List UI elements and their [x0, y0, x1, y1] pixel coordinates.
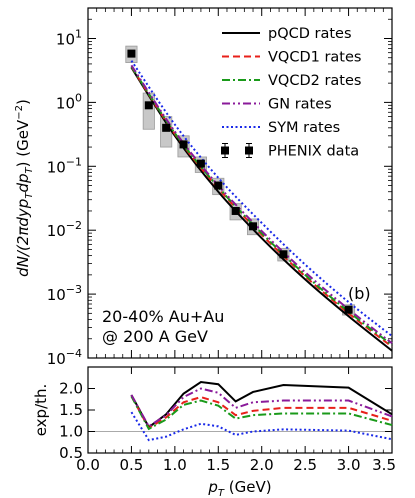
ratio-curve-1: [130, 395, 393, 430]
data-point: [196, 159, 205, 168]
x-tick-label: 0.5: [119, 456, 143, 474]
y-tick-label: 10−2: [47, 219, 82, 240]
x-tick-label: 2.5: [293, 456, 317, 474]
data-point: [127, 49, 136, 58]
main-curve-0: [130, 67, 393, 352]
legend-label: pQCD rates: [268, 26, 352, 42]
main-curve-2: [130, 65, 393, 346]
legend-label: GN rates: [268, 97, 332, 113]
ratio-panel: 0.51.01.52.0 0.0 0.5 1.0 1.5 2.0 2.5 3.0 3.5 ex…: [32, 366, 396, 498]
ratio-y-tick-label: 2.0: [59, 380, 83, 398]
ratio-curve-3: [130, 387, 393, 428]
main-panel: 101 100 10−1 10−2 10−3 10−4 20-40% Au+Au @ 20…: [14, 7, 393, 368]
y-tick-label: 100: [56, 91, 82, 112]
legend-label: VQCD2 rates: [268, 73, 361, 89]
ratio-y-axis-label: exp/th.: [32, 384, 50, 437]
x-tick-label: 1.5: [206, 456, 230, 474]
ylabel-mid: dp: [14, 174, 32, 193]
ratio-curves: [130, 381, 393, 442]
ylabel-exp: −2: [14, 105, 25, 120]
main-curve-3: [130, 64, 393, 345]
x-tick-label: 0.0: [76, 456, 100, 474]
ylabel-sub2: T: [24, 167, 35, 174]
y-tick-label: 10−3: [47, 283, 82, 304]
main-y-axis-label: dN/(2πdypTdpT) (GeV−2): [14, 99, 35, 277]
data-point: [162, 123, 171, 132]
ylabel-sub1: T: [24, 192, 35, 199]
x-tick-label: 3.0: [337, 456, 361, 474]
annotation-line1: 20-40% Au+Au: [102, 307, 224, 326]
data-point: [214, 181, 223, 190]
data-points: [127, 49, 353, 314]
x-tick-label: 1.0: [163, 456, 187, 474]
legend-label: PHENIX data: [268, 144, 359, 160]
xlabel-main: p: [207, 478, 218, 496]
ratio-x-ticks: 0.0 0.5 1.0 1.5 2.0 2.5 3.0 3.5: [76, 367, 396, 474]
x-axis-label: pT (GeV): [207, 478, 271, 498]
main-curve-4: [130, 60, 393, 337]
legend-marker: [221, 146, 229, 155]
y-tick-label: 10−4: [47, 347, 82, 368]
ratio-y-ticks: 0.5 1.0 1.5 2.0: [59, 380, 392, 462]
legend-label: VQCD1 rates: [268, 50, 361, 66]
xlabel-sub: T: [218, 488, 225, 498]
main-x-ticks: [87, 8, 393, 358]
main-plot-frame: [87, 7, 393, 359]
ylabel-unit: ) (GeV: [14, 119, 32, 167]
ratio-curve-2: [130, 395, 393, 431]
data-point: [179, 140, 188, 149]
legend: pQCD rates VQCD1 rates VQCD2 rates GN rates…: [221, 26, 361, 160]
legend-marker: [245, 146, 253, 155]
data-point: [231, 206, 240, 215]
ratio-curve-4: [130, 411, 393, 442]
annotation-line2: @ 200 A GeV: [102, 327, 208, 346]
x-tick-label: 2.0: [250, 456, 274, 474]
ratio-plot-frame: [87, 366, 393, 454]
panel-tag: (b): [348, 284, 371, 303]
x-tick-label: 3.5: [372, 456, 396, 474]
data-point: [249, 222, 258, 231]
y-tick-label: 101: [56, 27, 82, 48]
y-tick-label: 10−1: [47, 155, 82, 176]
ylabel-main: dN/(2πdyp: [14, 199, 32, 277]
legend-label: SYM rates: [268, 120, 340, 136]
data-point: [344, 305, 353, 314]
ratio-y-tick-label: 0.5: [59, 444, 83, 462]
main-y-ticks: 101 100 10−1 10−2 10−3 10−4: [47, 18, 392, 368]
ylabel-close: ): [14, 99, 32, 105]
data-point: [279, 250, 288, 259]
xlabel-unit: (GeV): [224, 478, 272, 496]
ratio-y-tick-label: 1.0: [59, 423, 83, 441]
data-point: [144, 101, 153, 110]
ratio-y-tick-label: 1.5: [59, 401, 83, 419]
